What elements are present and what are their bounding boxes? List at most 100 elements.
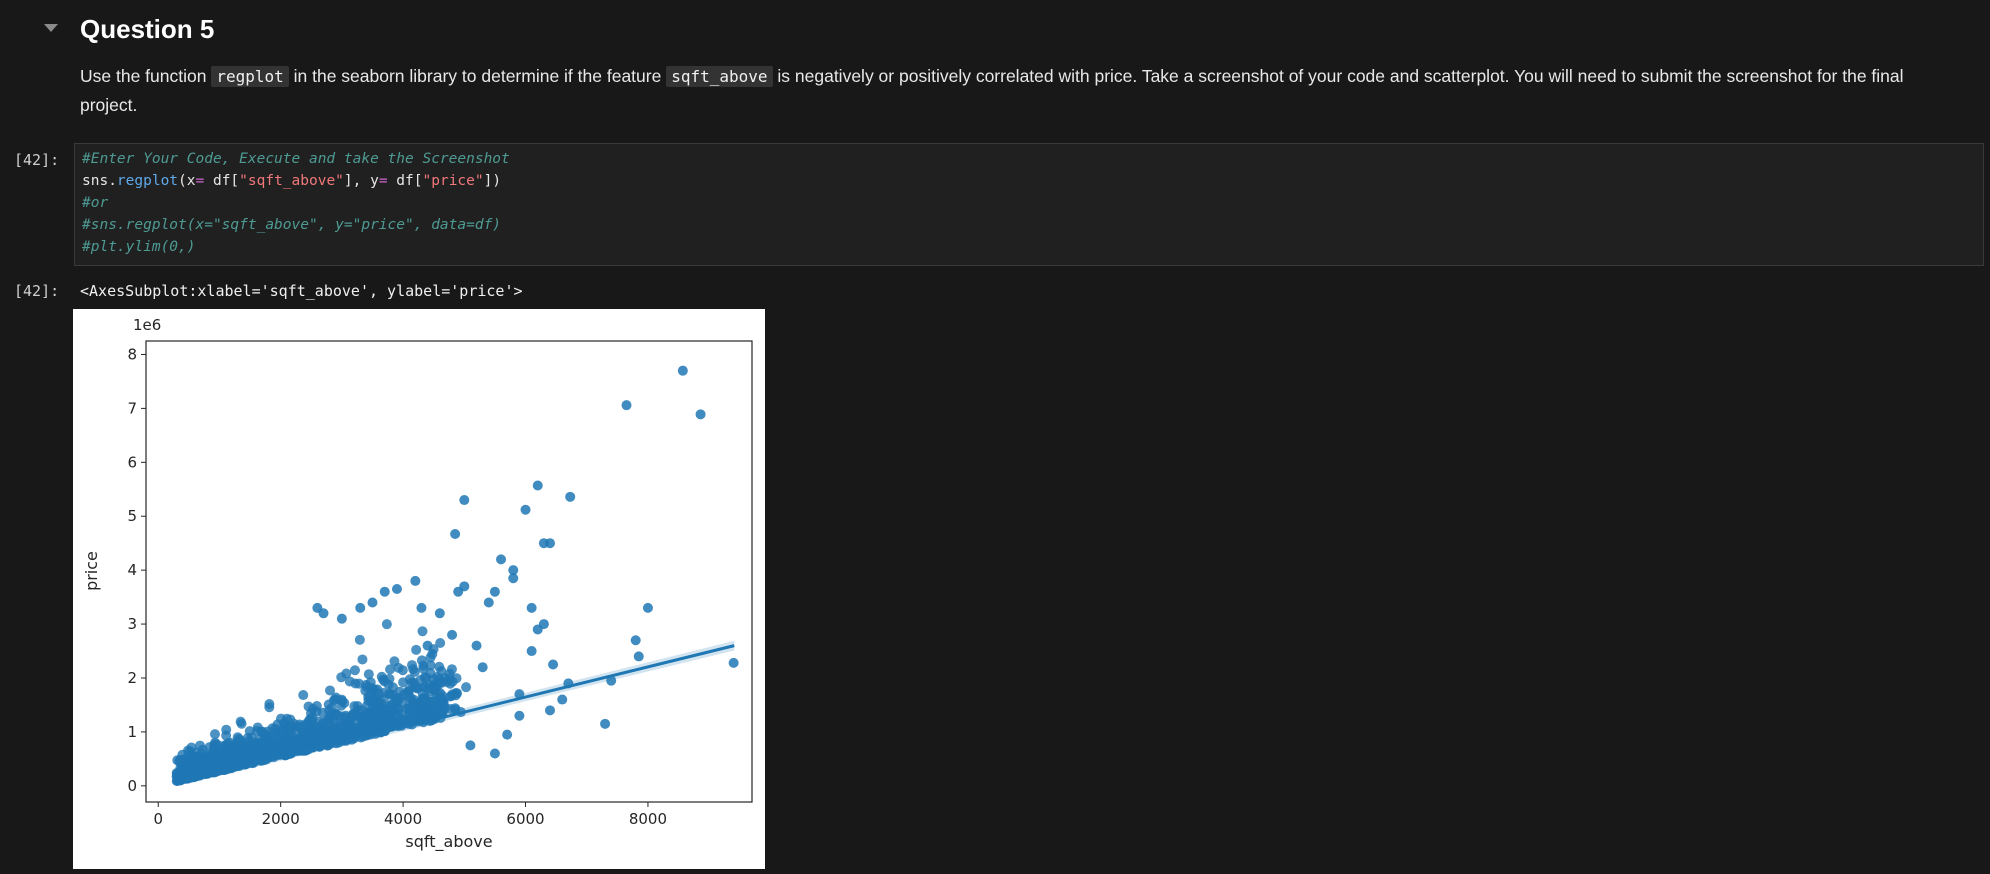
scatter-point	[405, 692, 416, 703]
scatter-point	[323, 732, 334, 743]
scatter-point	[436, 677, 447, 688]
scatter-point	[335, 724, 346, 735]
question-heading: Question 5	[80, 14, 215, 44]
scatter-point	[408, 664, 419, 675]
y-tick-label: 8	[127, 345, 137, 363]
scatter-point	[427, 648, 438, 659]
scatter-point	[384, 673, 395, 684]
inline-code-regplot: regplot	[211, 66, 289, 87]
scatter-point	[275, 713, 286, 724]
scatter-point	[621, 400, 632, 411]
scatter-point	[496, 554, 507, 565]
scatter-point	[336, 672, 347, 683]
scatter-point	[408, 677, 419, 688]
scatter-point	[326, 702, 337, 713]
scatter-point	[205, 751, 216, 762]
y-tick-label: 0	[127, 777, 137, 795]
plot-frame	[145, 340, 753, 803]
scatter-point	[389, 656, 400, 667]
scatter-point	[417, 626, 428, 637]
scatter-point	[502, 729, 513, 740]
scatter-point	[642, 602, 653, 613]
scatter-point	[252, 725, 263, 736]
x-axis-label: sqft_above	[405, 832, 492, 852]
scatter-point	[526, 646, 537, 657]
scatter-point	[477, 662, 488, 673]
scatter-point	[280, 737, 291, 748]
inline-code-sqft-above: sqft_above	[666, 66, 773, 87]
question-text: Use the function regplot in the seaborn …	[80, 62, 1920, 119]
scatter-point	[436, 690, 447, 701]
code-line-comment: #plt.ylim(0,)	[82, 239, 196, 255]
scatter-point	[381, 619, 392, 630]
scatter-point	[416, 602, 427, 613]
scatter-point	[385, 664, 396, 675]
scatter-point	[189, 760, 200, 771]
scatter-point	[313, 725, 324, 736]
scatter-point	[728, 657, 739, 668]
code-line-comment: #sns.regplot(x="sqft_above", y="price", …	[82, 217, 502, 233]
code-token-string: "price"	[422, 173, 484, 189]
scatter-point	[418, 660, 429, 671]
code-token: df[	[387, 173, 423, 189]
scatter-point	[411, 644, 422, 655]
scatter-plot: 0 2000 4000 6000 8000 0 1 2 3 4 5 6 7 8 1e6 sqft_abov…	[73, 309, 765, 869]
scatter-point	[265, 740, 276, 751]
scatter-point	[461, 682, 472, 693]
code-token-function: regplot	[116, 173, 179, 189]
scatter-point	[331, 709, 342, 720]
scatter-point	[276, 726, 287, 737]
y-tick-label: 3	[127, 615, 137, 633]
scatter-point	[198, 763, 209, 774]
x-tick-label: 2000	[262, 810, 300, 828]
scatter-point	[335, 731, 346, 742]
scatter-point	[349, 665, 360, 676]
scatter-point	[459, 495, 470, 506]
scatter-point	[283, 728, 294, 739]
scatter-point	[447, 629, 458, 640]
scatter-point	[434, 661, 445, 672]
scatter-point	[356, 705, 367, 716]
y-axis-label: price	[82, 551, 101, 591]
scatter-point	[294, 734, 305, 745]
scatter-point	[630, 635, 641, 646]
scatter-point	[223, 749, 234, 760]
scatter-point	[565, 491, 576, 502]
points-layer	[171, 365, 739, 786]
scatter-point	[196, 748, 207, 759]
scatter-point	[422, 640, 433, 651]
scatter-point	[175, 762, 186, 773]
scatter-point	[235, 716, 246, 727]
scatter-point	[298, 690, 309, 701]
scatter-point	[677, 365, 688, 376]
code-editor[interactable]: #Enter Your Code, Execute and take the S…	[74, 143, 1984, 266]
scatter-point	[397, 665, 408, 676]
scatter-point	[244, 726, 255, 737]
scatter-point	[376, 712, 387, 723]
collapse-caret-icon[interactable]	[44, 24, 58, 32]
scatter-point	[508, 573, 519, 584]
scatter-point	[425, 660, 436, 671]
scatter-point	[354, 634, 365, 645]
scatter-point	[344, 676, 355, 687]
scatter-point	[633, 651, 644, 662]
scatter-point	[264, 699, 275, 710]
scatter-point	[318, 608, 329, 619]
scatter-point	[353, 678, 364, 689]
scatter-point	[508, 565, 519, 576]
scatter-point	[363, 669, 374, 680]
scatter-point	[606, 675, 617, 686]
x-tick-label: 0	[153, 810, 163, 828]
code-token: (x	[178, 173, 196, 189]
scatter-point	[209, 729, 220, 740]
scatter-point	[545, 538, 555, 549]
code-token: sns.	[82, 173, 117, 189]
y-tick-label: 1	[127, 723, 137, 741]
scatter-point	[388, 690, 399, 701]
scatter-point	[459, 581, 470, 592]
scatter-point	[325, 685, 336, 696]
scatter-point	[600, 718, 611, 729]
scatter-point	[514, 710, 525, 721]
scatter-point	[437, 700, 448, 711]
scatter-point	[398, 677, 409, 688]
